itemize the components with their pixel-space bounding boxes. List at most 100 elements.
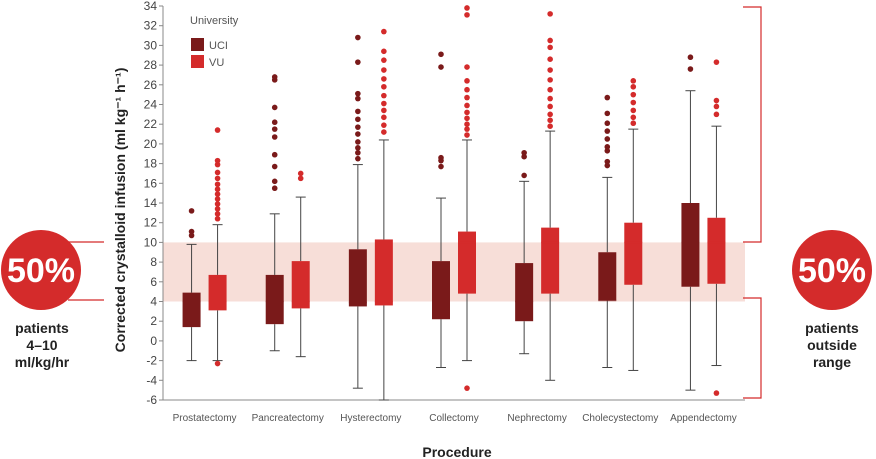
- outlier-point: [713, 103, 720, 110]
- iqr-box: [208, 274, 227, 311]
- x-axis-title: Procedure: [422, 444, 491, 459]
- outlier-point: [381, 83, 387, 90]
- outlier-point: [381, 92, 387, 99]
- iqr-box: [265, 274, 284, 325]
- outlier-point: [381, 28, 387, 35]
- x-tick-label: Pancreatectomy: [252, 413, 324, 424]
- outlier-point: [381, 48, 387, 55]
- outlier-point: [271, 163, 278, 170]
- iqr-box: [707, 217, 726, 284]
- iqr-box: [374, 239, 393, 306]
- outlier-point: [214, 360, 221, 367]
- box-group: [291, 170, 310, 358]
- legend-label-vu: VU: [209, 57, 224, 69]
- outlier-point: [214, 186, 221, 193]
- outlier-point: [438, 51, 444, 58]
- y-tick-label: 14: [144, 196, 158, 210]
- outlier-point: [381, 57, 387, 63]
- outlier-point: [355, 116, 361, 123]
- outlier-point: [188, 228, 195, 235]
- outlier-point: [464, 94, 470, 101]
- outlier-point: [271, 134, 278, 140]
- legend: University UCI VU: [190, 15, 239, 69]
- outlier-point: [547, 56, 553, 62]
- outlier-point: [355, 131, 361, 137]
- outlier-point: [271, 185, 278, 192]
- outlier-point: [271, 74, 278, 80]
- outlier-point: [464, 64, 470, 70]
- outlier-point: [464, 126, 470, 132]
- outlier-point: [604, 110, 611, 117]
- outlier-point: [214, 157, 221, 164]
- outlier-point: [630, 91, 637, 98]
- outlier-point: [630, 83, 637, 90]
- box-group: [681, 54, 700, 391]
- outlier-point: [464, 115, 470, 122]
- outlier-point: [713, 390, 720, 396]
- outlier-point: [297, 175, 304, 182]
- outlier-point: [547, 11, 553, 17]
- box-group: [374, 28, 393, 401]
- outlier-point: [355, 145, 361, 151]
- outlier-point: [604, 94, 611, 101]
- y-tick-label: 0: [150, 334, 157, 348]
- outlier-point: [355, 149, 361, 156]
- box-group: [515, 149, 534, 355]
- outlier-point: [604, 120, 611, 127]
- legend-swatch-uci: [191, 38, 204, 51]
- iqr-box: [541, 227, 560, 294]
- right-bracket-lower: [743, 297, 762, 399]
- outlier-point: [214, 127, 221, 133]
- box-group: [541, 11, 560, 381]
- box-group: [348, 34, 367, 389]
- y-tick-label: 26: [144, 78, 158, 92]
- box-group: [458, 5, 476, 391]
- iqr-box: [348, 249, 367, 307]
- outlier-point: [713, 111, 720, 118]
- outlier-point: [464, 385, 470, 391]
- outlier-point: [438, 163, 444, 170]
- outlier-point: [713, 97, 720, 104]
- outlier-point: [630, 120, 637, 127]
- outlier-point: [214, 191, 221, 197]
- right-caption: patients outside range: [805, 320, 859, 370]
- outlier-point: [630, 114, 637, 121]
- outlier-point: [521, 149, 527, 156]
- right-percent-circle: [792, 230, 872, 310]
- iqr-box: [681, 203, 700, 287]
- outlier-point: [547, 37, 553, 44]
- outlier-point: [521, 172, 527, 179]
- outlier-point: [214, 206, 221, 212]
- box-group: [265, 74, 284, 352]
- outlier-point: [464, 78, 470, 84]
- outlier-point: [604, 158, 611, 165]
- y-tick-label: -2: [146, 354, 157, 368]
- outlier-point: [547, 103, 553, 110]
- legend-title: University: [190, 15, 239, 27]
- outlier-point: [604, 128, 611, 134]
- outlier-point: [438, 154, 444, 161]
- outlier-point: [381, 100, 387, 107]
- y-tick-label: 20: [144, 137, 158, 151]
- outlier-point: [464, 121, 470, 127]
- outlier-point: [381, 129, 387, 135]
- outlier-point: [355, 90, 361, 97]
- box-group: [432, 51, 450, 368]
- iqr-box: [598, 252, 617, 301]
- outlier-point: [464, 12, 470, 18]
- outlier-point: [547, 67, 553, 73]
- right-percent: 50%: [798, 252, 866, 290]
- legend-label-uci: UCI: [209, 40, 228, 52]
- outlier-point: [381, 76, 387, 82]
- outlier-point: [547, 77, 553, 83]
- outlier-point: [271, 178, 278, 185]
- outlier-point: [188, 232, 195, 239]
- outlier-point: [214, 181, 221, 188]
- outlier-point: [464, 102, 470, 109]
- outlier-point: [355, 108, 361, 115]
- y-tick-label: 8: [150, 255, 157, 269]
- y-tick-label: 4: [150, 295, 157, 309]
- outlier-point: [630, 107, 637, 114]
- outlier-point: [271, 104, 278, 111]
- outlier-point: [630, 99, 637, 106]
